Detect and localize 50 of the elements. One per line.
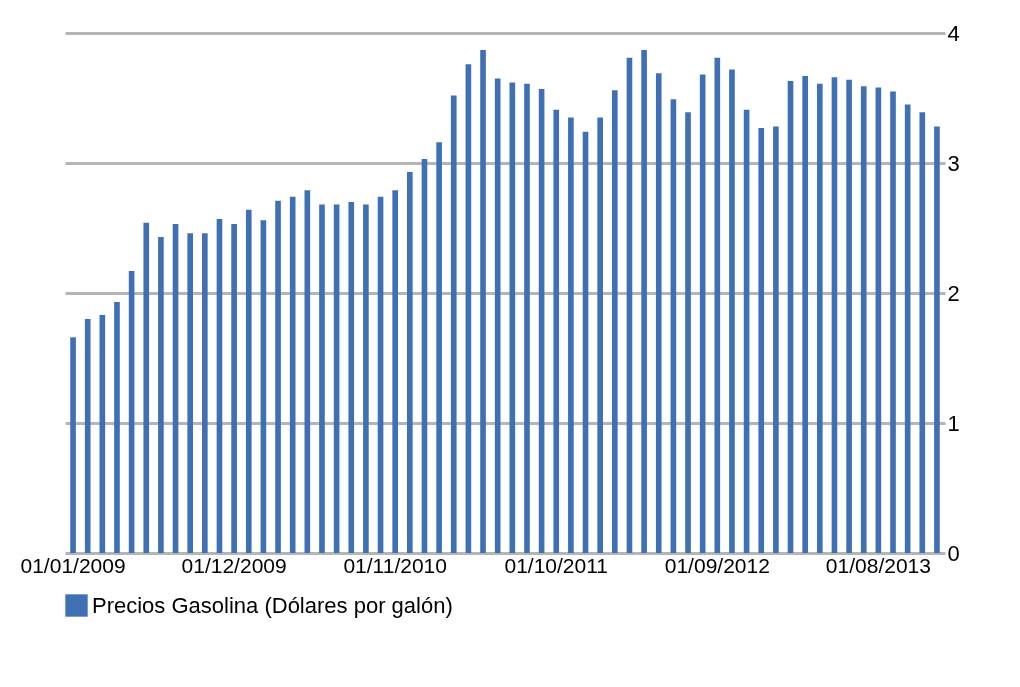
bar xyxy=(524,83,530,553)
bar xyxy=(114,302,120,553)
y-tick-label: 2 xyxy=(947,280,960,306)
y-tick-label: 4 xyxy=(947,20,960,46)
bar xyxy=(860,86,867,553)
legend-label: Precios Gasolina (Dólares por galón) xyxy=(92,592,453,618)
x-tick-label: 01/11/2010 xyxy=(343,553,447,577)
bar xyxy=(84,319,91,553)
y-tick-label: 0 xyxy=(947,540,960,566)
bar xyxy=(202,233,208,553)
bar xyxy=(597,117,603,553)
bar xyxy=(275,200,281,553)
bar xyxy=(392,190,398,553)
x-tick-label: 01/08/2013 xyxy=(825,553,931,577)
bar xyxy=(553,109,560,553)
x-tick-label: 01/01/2009 xyxy=(20,553,126,577)
bar xyxy=(407,172,413,553)
bar xyxy=(348,202,355,553)
x-tick-label: 01/09/2012 xyxy=(664,553,770,577)
bar xyxy=(450,95,457,553)
bar xyxy=(919,112,926,553)
bar xyxy=(714,57,721,553)
bar xyxy=(480,49,486,553)
bar xyxy=(436,142,442,553)
bar xyxy=(890,91,896,553)
bar xyxy=(568,117,574,553)
bar xyxy=(934,126,940,553)
bar xyxy=(231,224,237,553)
bar xyxy=(655,73,662,553)
bar xyxy=(245,209,252,553)
bar xyxy=(158,237,164,553)
bar xyxy=(363,204,369,553)
bar xyxy=(729,69,735,553)
bar xyxy=(816,83,823,553)
bar xyxy=(802,75,808,553)
y-tick-label: 3 xyxy=(947,150,960,176)
bar xyxy=(685,112,691,553)
bar xyxy=(758,127,765,553)
bar xyxy=(319,204,325,553)
bar xyxy=(773,126,779,553)
bar xyxy=(612,90,618,553)
x-tick-label: 01/10/2011 xyxy=(504,553,609,577)
y-tick-label: 1 xyxy=(947,410,960,436)
bar xyxy=(289,196,296,553)
bar xyxy=(641,49,647,553)
bar xyxy=(846,79,852,553)
bar xyxy=(187,233,194,553)
x-tick-label: 01/12/2009 xyxy=(181,553,287,577)
bar xyxy=(143,222,150,553)
bar xyxy=(70,337,76,553)
